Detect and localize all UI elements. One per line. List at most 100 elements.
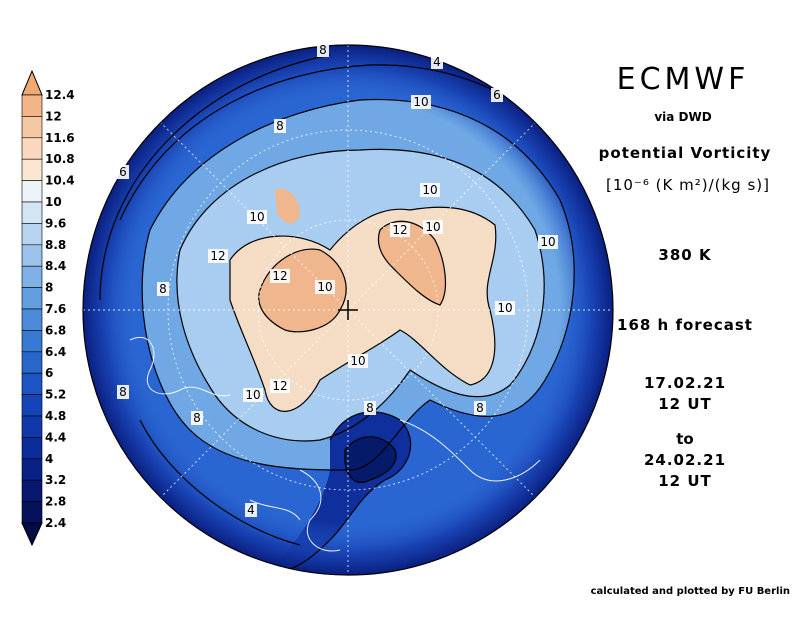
contour-label-bg <box>117 385 129 399</box>
colorbar-bottom-arrow <box>21 522 43 547</box>
contour-label: 10 <box>540 235 555 249</box>
contour-label-bg <box>274 119 286 133</box>
contour-label: 8 <box>276 119 284 133</box>
data-source: via DWD <box>654 110 712 124</box>
contour-label-bg <box>270 379 290 393</box>
contour-label-bg <box>315 280 335 294</box>
contour-label-bg <box>191 411 203 425</box>
contour-label-bg <box>538 235 558 249</box>
contour-label-bg <box>317 43 329 57</box>
colorbar-swatch <box>21 501 43 524</box>
contour-label: 10 <box>249 210 264 224</box>
valid-date: 24.02.21 <box>643 451 727 469</box>
lead-time: 168 h forecast <box>617 316 753 334</box>
colorbar-swatch <box>21 351 43 374</box>
contour-label: 12 <box>272 269 287 283</box>
contour-label-bg <box>474 401 486 415</box>
colorbar-level-label: 2.4 <box>45 516 66 530</box>
contour-label: 8 <box>319 43 327 57</box>
contour-label-bg <box>348 354 368 368</box>
colorbar-swatch <box>21 158 43 181</box>
colorbar-level-label: 7.6 <box>45 302 66 316</box>
contour-label: 10 <box>425 220 440 234</box>
contour-label-bg <box>245 503 257 517</box>
contour-label: 12 <box>210 249 225 263</box>
colorbar-level-label: 6.4 <box>45 345 66 359</box>
colorbar-swatch <box>21 244 43 267</box>
colorbar-level-label: 8.4 <box>45 259 66 273</box>
colorbar-level-label: 4.4 <box>45 430 66 444</box>
colorbar-level-label: 10.4 <box>45 174 75 188</box>
colorbar-level-label: 8 <box>45 281 53 295</box>
contour-label-bg <box>423 220 443 234</box>
contour-label-bg <box>495 301 515 315</box>
colorbar-swatch <box>21 415 43 438</box>
brand-title: ECMWF <box>616 62 750 97</box>
colorbar-swatch <box>21 479 43 502</box>
colorbar-level-label: 4.8 <box>45 409 66 423</box>
contour-label-bg <box>491 88 503 102</box>
contour-label: 12 <box>392 223 407 237</box>
contour-label: 6 <box>493 88 501 102</box>
pole-marker <box>338 300 358 320</box>
valid-time: 12 UT <box>658 472 712 490</box>
colorbar-swatch <box>21 223 43 246</box>
colorbar-level-label: 4 <box>45 452 53 466</box>
contour-label-bg <box>247 210 267 224</box>
contour-label: 8 <box>476 401 484 415</box>
colorbar-swatch <box>21 116 43 139</box>
contour-labels: 8 4 6 8 10 6 10 10 12 10 10 12 12 8 10 10 12 10 8 8 10 8 8 4 <box>117 43 558 517</box>
contour-label-bg <box>390 223 410 237</box>
init-time: 12 UT <box>658 395 712 413</box>
colorbar-swatch <box>21 265 43 288</box>
colorbar-top-arrow <box>21 69 43 96</box>
contour-label-bg <box>208 249 228 263</box>
colorbar-swatch <box>21 287 43 310</box>
init-date: 17.02.21 <box>643 374 727 392</box>
contour-label-bg <box>420 183 440 197</box>
contour-label: 4 <box>247 503 255 517</box>
contour-label-bg <box>431 55 443 69</box>
contour-label: 10 <box>350 354 365 368</box>
colorbar-level-label: 6.8 <box>45 323 66 337</box>
colorbar-swatch <box>21 458 43 481</box>
contour-label: 6 <box>119 165 127 179</box>
contour-label-bg <box>157 282 169 296</box>
contour-label: 10 <box>245 388 260 402</box>
colorbar-swatch <box>21 330 43 353</box>
colorbar-level-label: 9.6 <box>45 216 66 230</box>
contour-label-bg <box>411 95 431 109</box>
colorbar-level-label: 10 <box>45 195 62 209</box>
colorbar-level-label: 2.8 <box>45 495 66 509</box>
contour-label: 8 <box>159 282 167 296</box>
contour-label: 10 <box>413 95 428 109</box>
contour-label: 8 <box>366 401 374 415</box>
to-word: to <box>676 430 694 448</box>
colorbar-swatch <box>21 394 43 417</box>
contour-label-bg <box>364 401 376 415</box>
colorbar-swatch <box>21 308 43 331</box>
colorbar-swatch <box>21 94 43 117</box>
colorbar-swatch <box>21 137 43 160</box>
colorbar-level-label: 6 <box>45 366 53 380</box>
colorbar-level-label: 12.4 <box>45 88 75 102</box>
quantity-name: potential Vorticity <box>598 144 772 162</box>
contour-label: 4 <box>433 55 441 69</box>
contour-label: 10 <box>497 301 512 315</box>
quantity-unit: [10⁻⁶ (K m²)/(kg s)] <box>606 176 770 194</box>
contour-label-bg <box>117 165 129 179</box>
isentropic-level: 380 K <box>658 246 712 264</box>
map-border <box>82 44 614 576</box>
colorbar-level-label: 11.6 <box>45 131 75 145</box>
contour-label: 8 <box>119 385 127 399</box>
colorbar-swatch <box>21 180 43 203</box>
colorbar-level-label: 3.2 <box>45 473 66 487</box>
contour-label: 10 <box>317 280 332 294</box>
contour-label: 10 <box>422 183 437 197</box>
colorbar-level-label: 12 <box>45 109 62 123</box>
colorbar-level-label: 8.8 <box>45 238 66 252</box>
credit-line: calculated and plotted by FU Berlin <box>590 586 790 597</box>
colorbar-swatch <box>21 437 43 460</box>
